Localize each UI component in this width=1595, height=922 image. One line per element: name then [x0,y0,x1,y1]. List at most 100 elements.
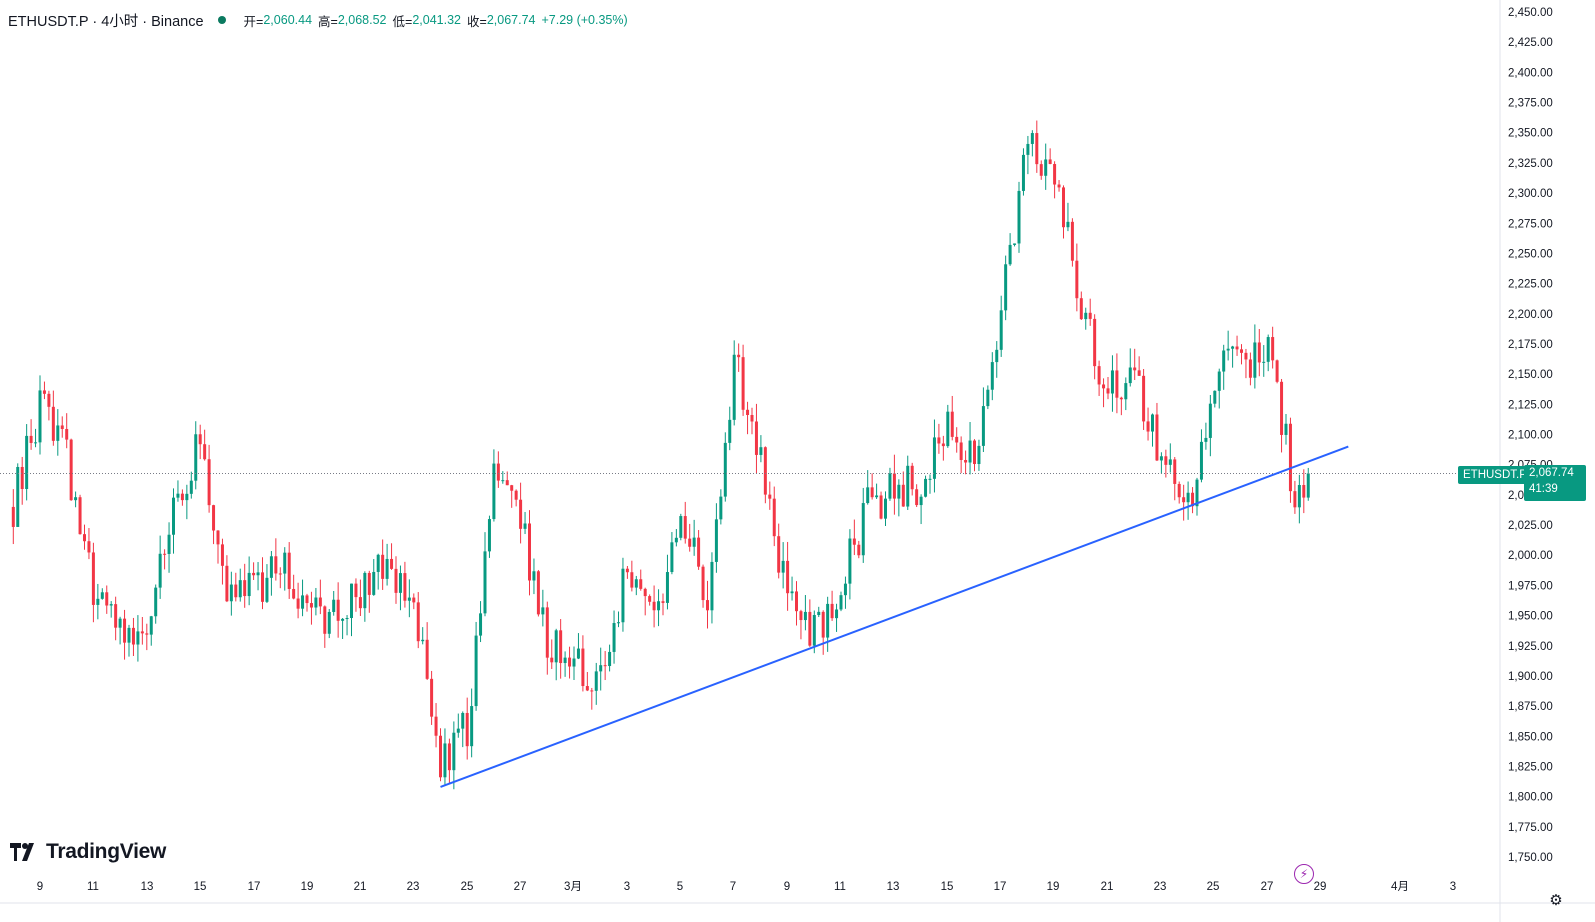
candle-body [510,485,514,491]
lightning-icon[interactable]: ⚡ [1294,864,1314,884]
candle-body [479,613,483,636]
candle-body [795,591,798,612]
candle-body [1119,397,1123,400]
candle-body [185,493,189,501]
candle-body [737,354,741,358]
candle-body [323,606,327,634]
candle-body [901,484,905,507]
candle-body [652,601,656,611]
y-tick-label: 2,425.00 [1508,37,1553,49]
candle-body [808,611,812,646]
candle-body [1048,159,1052,165]
candle-body [496,463,500,481]
x-tick-label: 19 [301,881,314,893]
candle-body [541,607,545,615]
close-label: 收= [467,14,487,29]
candle-body [11,506,15,527]
candle-body [1075,260,1079,299]
candle-body [781,560,785,573]
time-axis[interactable]: 9 11 13 15 17 19 21 23 25 27 3月 3 5 7 9 11 13 15 17 19 21 23 2… [37,881,1456,893]
candle-body [528,523,531,581]
x-tick-label: 3月 [564,881,582,893]
candle-body [265,577,269,602]
candle-body [1124,383,1128,400]
candle-body [968,440,972,463]
candle-body [1151,414,1154,432]
candle-body [1288,423,1292,492]
y-tick-label: 2,450.00 [1508,7,1553,19]
candle-body [327,611,331,634]
candle-body [296,598,300,609]
candle-body [492,463,496,520]
candle-body [194,434,198,481]
y-tick-label: 2,125.00 [1508,399,1553,411]
candle-body [145,633,149,635]
x-tick-label: 17 [248,881,261,893]
trendline[interactable] [440,445,1349,788]
x-tick-label: 11 [834,881,846,893]
candle-body [238,580,242,598]
candle-body [559,630,563,664]
candle-body [283,552,287,574]
price-axis[interactable]: 2,450.00 2,425.00 2,400.00 2,375.00 2,350.00… [1508,7,1553,864]
candle-body [821,611,825,638]
candle-body [1226,348,1230,351]
candle-body [439,735,442,778]
candle-body [639,579,643,589]
candle-body [750,415,754,422]
candle-body [287,552,291,589]
x-tick-label: 19 [1047,881,1060,893]
candle-body [621,568,625,623]
y-tick-label: 1,800.00 [1508,792,1553,804]
y-tick-label: 1,875.00 [1508,701,1553,713]
y-tick-label: 2,100.00 [1508,430,1553,442]
candle-body [1168,459,1172,465]
candle-body [1231,346,1235,349]
candle-body [1177,483,1181,498]
y-tick-label: 2,000.00 [1508,550,1553,562]
gear-icon[interactable]: ⚙ [1549,892,1563,909]
candle-body [830,603,834,619]
candle-body [140,631,144,634]
candle-body [1044,159,1048,176]
candle-body [545,607,549,658]
candle-body [723,442,727,497]
candle-body [581,648,585,687]
candle-body [848,538,852,584]
candle-body [523,523,527,529]
candle-body [100,592,104,599]
candle-body [416,602,420,642]
candle-body [768,494,772,499]
candle-body [390,558,394,569]
candle-body [212,505,216,531]
candle-body [857,544,861,556]
y-tick-label: 1,975.00 [1508,580,1553,592]
candle-body [719,496,723,520]
high-value: 2,068.52 [337,13,387,27]
candle-body [314,597,318,608]
x-tick-label: 23 [407,881,420,893]
candle-body [1284,423,1288,435]
candle-body [688,538,692,547]
candle-body [154,587,158,617]
candle-body [1164,456,1168,465]
candle-body [1093,318,1097,367]
candle-body [1155,414,1159,461]
open-value: 2,060.44 [263,13,313,27]
candle-body [959,442,963,460]
candle-body [906,465,910,507]
candle-body [897,484,901,499]
symbol-line[interactable]: ETHUSDT.P · 4小时 · Binance [8,13,204,30]
candle-body [946,411,950,447]
low-value: 2,041.32 [412,13,461,27]
close-value: 2,067.74 [486,13,536,27]
candle-body [661,601,665,603]
candle-body [1213,390,1217,404]
tradingview-logo[interactable]: TradingView [10,840,166,864]
candle-body [741,357,745,410]
candle-body [843,583,847,596]
candle-body [1222,350,1226,372]
candle-body [1084,312,1088,320]
candle-body [425,639,429,679]
